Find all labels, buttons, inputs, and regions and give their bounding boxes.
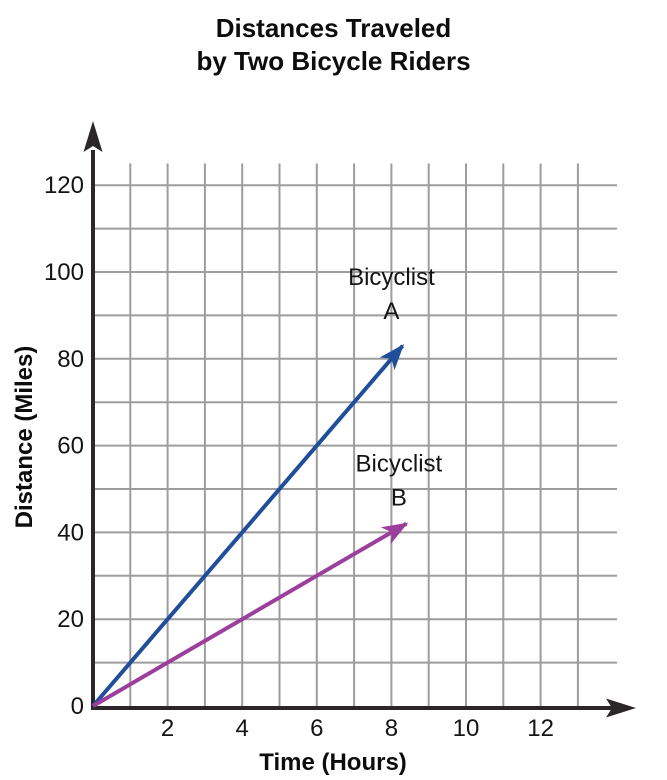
y-tick-label: 40 [57,519,84,546]
y-axis-title: Distance (Miles) [11,345,38,529]
x-axis-arrowhead [606,698,636,718]
chart-title: Distances Traveled by Two Bicycle Riders [0,12,667,78]
series-label-bicyclist-a-line-1: Bicyclist [348,264,435,291]
y-tick-label: 0 [71,693,84,720]
series-line-bicyclist-a [91,344,405,708]
series-line-bicyclist-b [91,521,409,708]
y-tick-label: 20 [57,606,84,633]
chart-title-line-1: Distances Traveled [215,13,452,43]
series-label-bicyclist-b-line-1: Bicyclist [356,451,443,478]
y-tick-label: 80 [57,346,84,373]
x-tick-label: 12 [527,715,554,742]
x-axis-title: Time (Hours) [259,749,407,776]
y-tick-label: 60 [57,433,84,460]
x-tick-label: 8 [385,715,398,742]
series-label-bicyclist-b-line-2: B [391,485,407,512]
y-axis-arrowhead [83,121,103,152]
x-tick-label: 4 [236,715,249,742]
chart-title-line-2: by Two Bicycle Riders [196,46,471,76]
y-tick-label: 100 [44,259,84,286]
x-tick-label: 6 [310,715,323,742]
series-label-bicyclist-a-line-2: A [383,298,399,325]
x-tick-label: 2 [161,715,174,742]
x-tick-label: 10 [453,715,480,742]
y-tick-label: 120 [44,172,84,199]
